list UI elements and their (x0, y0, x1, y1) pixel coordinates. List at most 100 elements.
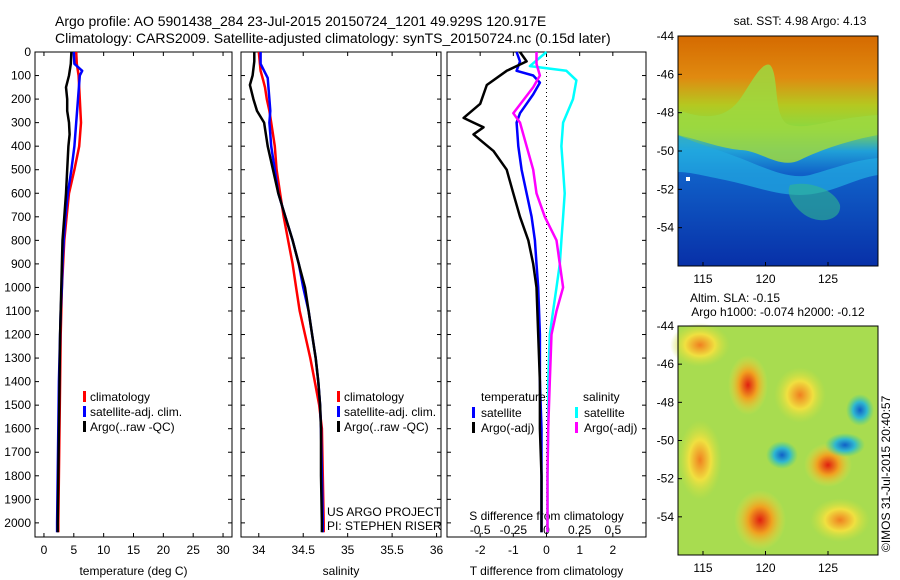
x2-tick-label: -0.25 (500, 523, 528, 537)
x-tick-label: 1 (576, 543, 583, 557)
y-tick-label: 1400 (4, 375, 31, 389)
sla-map-title: Altim. SLA: -0.15 (690, 291, 780, 305)
y-tick-label: 500 (11, 163, 31, 177)
sla-blob (728, 355, 768, 415)
x-axis-label: temperature (deg C) (79, 564, 187, 578)
map-y-tick-label: -46 (657, 357, 675, 371)
legend-swatch (472, 407, 475, 418)
sla-map: Altim. SLA: -0.15 Argo h1000: -0.074 h20… (657, 291, 879, 575)
y-tick-label: 1700 (4, 445, 31, 459)
legend-swatch (83, 406, 86, 417)
y-tick-label: 2000 (4, 516, 31, 530)
x-tick-label: 0 (41, 543, 48, 557)
y-tick-label: 1900 (4, 492, 31, 506)
map-x-tick-label: 125 (818, 272, 838, 286)
sla-blob (678, 420, 722, 500)
sla-blob (810, 498, 870, 542)
x-tick-label: -1 (508, 543, 519, 557)
legend-swatch (472, 422, 475, 433)
y-tick-label: 1000 (4, 280, 31, 294)
y-tick-label: 1600 (4, 422, 31, 436)
y-tick-label: 600 (11, 186, 31, 200)
legend-label: satellite-adj. clim. (90, 405, 182, 419)
y-tick-label: 700 (11, 210, 31, 224)
map-y-tick-label: -44 (657, 319, 675, 333)
y-tick-label: 1800 (4, 469, 31, 483)
x-tick-label: 36 (430, 543, 444, 557)
legend-label: climatology (344, 390, 404, 404)
series-line-salinity-argo-adj- (512, 52, 565, 533)
x-tick-label: 34.5 (292, 543, 316, 557)
x-tick-label: 15 (127, 543, 141, 557)
legend-label: Argo(..raw -QC) (90, 420, 175, 434)
sst-map: sat. SST: 4.98 Argo: 4.13 115 120 125 -44 -4… (657, 14, 879, 286)
header-line-2: Climatology: CARS2009. Satellite-adjuste… (55, 30, 611, 46)
x-tick-label: 20 (157, 543, 171, 557)
sla-blob (774, 367, 826, 423)
x-tick-label: 34 (252, 543, 266, 557)
sst-eddy-green (788, 183, 841, 221)
legend-swatch (337, 406, 340, 417)
series-line-satellite-adj-clim- (259, 52, 325, 533)
sla-blob (670, 323, 730, 367)
sla-blob (825, 433, 865, 457)
y-tick-label: 1300 (4, 351, 31, 365)
sla-blob (766, 441, 798, 469)
y-tick-label: 800 (11, 233, 31, 247)
plot-frame (240, 51, 442, 538)
x-tick-label: 0 (543, 543, 550, 557)
x-tick-label: 5 (70, 543, 77, 557)
map-y-tick-label: -48 (657, 106, 675, 120)
y-tick-label: 1200 (4, 328, 31, 342)
y-tick-label: 1500 (4, 398, 31, 412)
x2-tick-label: 0.25 (568, 523, 592, 537)
legend-swatch (337, 391, 340, 402)
y-tick-label: 900 (11, 257, 31, 271)
series-line-argo-raw-qc- (56, 51, 73, 533)
legend-group-title: temperature (481, 390, 546, 404)
map-x-tick-label: 115 (693, 272, 712, 286)
legend-swatch (575, 407, 578, 418)
sla-map-subtitle: Argo h1000: -0.074 h2000: -0.12 (691, 305, 865, 319)
x-tick-label: 30 (216, 543, 230, 557)
sst-argo-marker (686, 177, 690, 181)
legend-label: Argo(-adj) (481, 421, 534, 435)
x-axis-label: salinity (323, 564, 360, 578)
sla-blob (846, 394, 874, 426)
y-tick-label: 0 (24, 45, 31, 59)
header-line-1: Argo profile: AO 5901438_284 23-Jul-2015… (55, 13, 546, 29)
legend-label: satellite-adj. clim. (344, 405, 436, 419)
map-y-tick-label: -48 (657, 395, 675, 409)
legend-label: satellite (584, 406, 625, 420)
y-tick-label: 400 (11, 139, 31, 153)
sla-blob (734, 490, 786, 550)
map-y-tick-label: -50 (657, 434, 675, 448)
map-x-tick-label: 120 (755, 272, 775, 286)
y-tick-label: 300 (11, 116, 31, 130)
temperature-panel: 0 5 10 15 20 25 30 temperature (deg C) 0 100 200 30… (4, 45, 233, 578)
x-tick-label: 35.5 (380, 543, 404, 557)
plot-frame (34, 51, 233, 538)
legend-group-title: salinity (583, 390, 620, 404)
differences-panel: -2 -1 0 1 2 T difference from climatology -0.5… (446, 51, 647, 578)
map-y-tick-label: -54 (657, 221, 675, 235)
x2-tick-label: -0.5 (470, 523, 491, 537)
annotation-text: US ARGO PROJECT (327, 505, 442, 519)
sst-front-cyan (678, 135, 878, 195)
sst-map-title: sat. SST: 4.98 Argo: 4.13 (734, 14, 867, 28)
legend-label: Argo(..raw -QC) (344, 420, 429, 434)
salinity-panel: 34 34.5 35 35.5 36 salinity climatologysatelli… (240, 51, 444, 578)
x-tick-label: 10 (97, 543, 111, 557)
map-x-tick-label: 125 (818, 561, 838, 575)
y-tick-label: 100 (11, 69, 31, 83)
x2-tick-label: 0.5 (604, 523, 621, 537)
legend-label: climatology (90, 390, 150, 404)
x-axis-label: T difference from climatology (470, 564, 624, 578)
x-tick-label: 25 (187, 543, 201, 557)
map-y-tick-label: -50 (657, 144, 675, 158)
legend-label: Argo(-adj) (584, 421, 637, 435)
map-y-tick-label: -52 (657, 182, 675, 196)
x-tick-label: 2 (609, 543, 616, 557)
map-y-tick-label: -46 (657, 67, 675, 81)
map-x-tick-label: 120 (755, 561, 775, 575)
